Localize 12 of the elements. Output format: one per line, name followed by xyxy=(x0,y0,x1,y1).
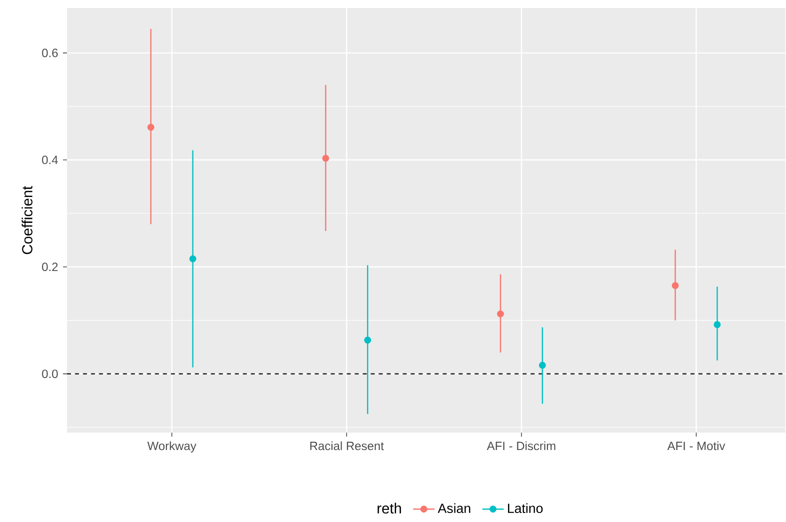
x-tick-label: AFI - Discrim xyxy=(486,442,556,450)
legend-label: Latino xyxy=(508,503,543,514)
y-axis-title: Coefficient xyxy=(22,186,32,254)
x-tick-label: Workway xyxy=(147,442,196,453)
y-tick-label: 0.2 xyxy=(42,262,58,272)
x-tick-label: Racial Resent xyxy=(310,442,384,450)
y-tick-label: 0.4 xyxy=(42,156,58,164)
x-tick-label: AFI - Motiv xyxy=(667,442,726,450)
legend-title: reth xyxy=(378,503,401,514)
y-tick-label: 0.0 xyxy=(42,370,58,378)
legend-label: Asian xyxy=(438,503,470,514)
y-tick-label: 0.6 xyxy=(42,48,58,58)
